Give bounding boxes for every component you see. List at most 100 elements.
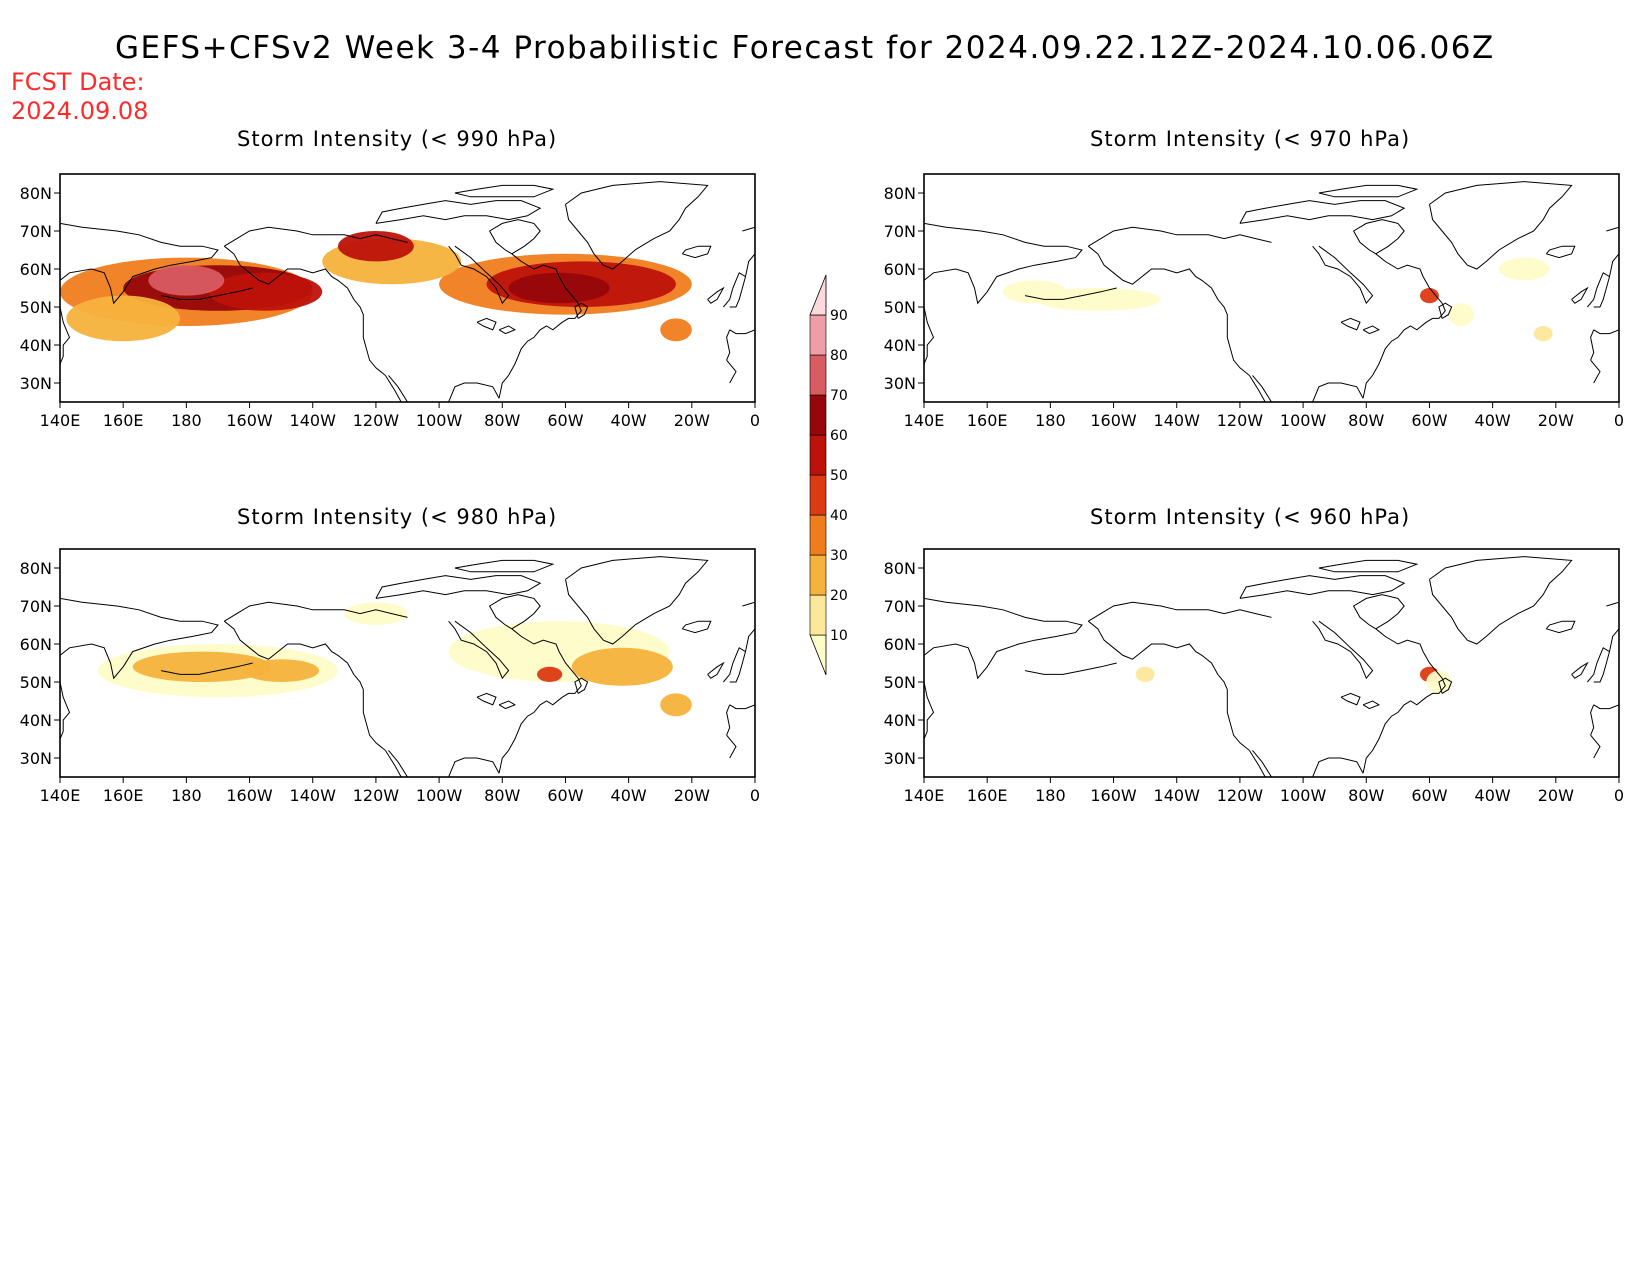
coastline [375, 200, 542, 224]
lat-label: 60N [20, 635, 52, 654]
coastline [1571, 661, 1589, 679]
coastline [1312, 382, 1364, 402]
coastline [1587, 272, 1611, 308]
coastline [161, 287, 253, 300]
lat-label: 60N [884, 260, 916, 279]
forecast-date-block: FCST Date: 2024.09.08 [11, 68, 148, 126]
coastline [498, 325, 517, 335]
coastline [60, 597, 219, 680]
colorbar-label: 70 [830, 388, 848, 404]
main-title: GEFS+CFSv2 Week 3-4 Probabilistic Foreca… [115, 30, 1495, 66]
lat-label: 80N [884, 559, 916, 578]
coastline [726, 734, 737, 759]
lon-label: 180 [1035, 786, 1066, 805]
coastline [1590, 734, 1601, 759]
map-frame [59, 173, 756, 403]
coastline [1025, 287, 1117, 300]
map-frame [923, 548, 1620, 778]
lon-label: 60W [1411, 786, 1447, 805]
lon-label: 140W [1154, 786, 1201, 805]
coastline [1438, 302, 1453, 319]
coastline [498, 700, 517, 710]
lon-label: 100W [1280, 411, 1327, 430]
probability-area [1448, 303, 1474, 326]
probability-area [66, 295, 181, 342]
colorbar-label: 10 [830, 628, 848, 644]
lat-label: 40N [884, 336, 916, 355]
coastline [707, 661, 725, 679]
coastline [1606, 226, 1619, 232]
lat-label: 70N [20, 222, 52, 241]
coastline [745, 253, 755, 277]
lat-label: 40N [20, 336, 52, 355]
coastline [1362, 700, 1381, 710]
lon-label: 140W [1154, 411, 1201, 430]
coastline [1025, 662, 1117, 675]
coastline [1438, 677, 1453, 694]
lon-label: 180 [171, 786, 202, 805]
coastline [1593, 704, 1619, 710]
lon-label: 0 [750, 411, 760, 430]
panel-title-970: Storm Intensity (< 970 hPa) [1090, 127, 1411, 151]
lat-label: 80N [20, 184, 52, 203]
coastline [1340, 692, 1361, 706]
coastline [723, 272, 747, 308]
lon-label: 80W [1348, 411, 1384, 430]
coastline [565, 181, 709, 270]
coastline [723, 647, 747, 683]
lon-label: 100W [1280, 786, 1327, 805]
lon-label: 160W [1090, 411, 1137, 430]
coastline [729, 329, 755, 335]
coastline [574, 302, 589, 319]
coastline [476, 692, 497, 706]
probability-area [1498, 257, 1550, 281]
coastline [161, 662, 253, 675]
lon-label: 40W [611, 411, 647, 430]
coastline [224, 226, 408, 247]
lon-label: 100W [416, 786, 463, 805]
coastline [1362, 628, 1446, 774]
lon-label: 20W [674, 786, 710, 805]
lon-label: 160E [103, 786, 144, 805]
probability-area [571, 647, 673, 686]
coastline [1087, 620, 1266, 777]
coastline [388, 375, 408, 402]
probability-area [132, 651, 272, 682]
coastline [726, 329, 731, 361]
map-panel-1: 80N 70N 60N 50N 40N 30N 140E 160E 180 160W 140W 120… [884, 173, 1624, 430]
colorbar-band [809, 314, 827, 356]
lon-label: 60W [547, 411, 583, 430]
lat-label: 40N [884, 711, 916, 730]
lon-label: 140E [40, 786, 81, 805]
coastline [574, 677, 589, 694]
lon-label: 80W [484, 411, 520, 430]
lon-label: 60W [1411, 411, 1447, 430]
coastline [1318, 559, 1419, 573]
coastline [1593, 329, 1619, 335]
coastline [707, 286, 725, 304]
colorbar-band [809, 434, 827, 476]
lon-label: 20W [1538, 411, 1574, 430]
lat-label: 30N [884, 374, 916, 393]
lon-label: 160E [967, 786, 1008, 805]
probability-area [338, 231, 414, 262]
coastline [742, 226, 755, 232]
panel-title-960: Storm Intensity (< 960 hPa) [1090, 505, 1411, 529]
colorbar-band [809, 554, 827, 596]
coastline [454, 559, 555, 573]
lat-label: 50N [884, 298, 916, 317]
coastline [448, 245, 510, 305]
probability-area [1135, 666, 1155, 683]
map-frame [59, 548, 756, 778]
lon-label: 20W [1538, 786, 1574, 805]
probability-area [1002, 280, 1067, 304]
probability-area [1533, 326, 1553, 342]
colorbar-label: 60 [830, 428, 848, 444]
lon-label: 120W [1217, 411, 1264, 430]
colorbar-band [809, 394, 827, 436]
probability-area [243, 659, 320, 682]
map-panel-0: 80N 70N 60N 50N 40N 30N 140E 160E 180 160W 140W 120… [20, 173, 760, 430]
coastline [223, 245, 402, 402]
map-panel-2: 80N 70N 60N 50N 40N 30N 140E 160E 180 160W 140W 120… [20, 548, 760, 805]
probability-area [660, 693, 692, 717]
